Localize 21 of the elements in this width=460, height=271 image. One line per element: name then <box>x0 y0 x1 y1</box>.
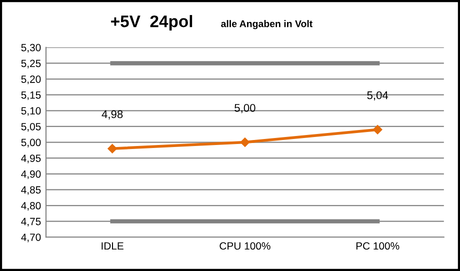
y-tick-label: 4,95 <box>21 154 41 164</box>
y-tick-label: 5,25 <box>21 60 41 68</box>
y-tick-label: 4,80 <box>21 202 41 211</box>
y-tick-label: 4,70 <box>21 234 41 242</box>
x-tick-label: CPU 100% <box>220 242 270 250</box>
chart-subtitle: alle Angaben in Volt <box>221 20 313 30</box>
y-tick-label: 4,90 <box>21 170 41 179</box>
x-tick-label: PC 100% <box>356 242 400 250</box>
y-tick-label: 5,20 <box>21 76 41 84</box>
chart-title: +5V 24pol <box>111 15 192 31</box>
data-label: 5,04 <box>367 91 388 100</box>
y-tick-label: 5,00 <box>21 138 41 148</box>
y-tick-label: 5,10 <box>21 107 41 116</box>
y-tick-label: 5,15 <box>21 91 41 100</box>
y-tick-label: 5,05 <box>21 122 41 132</box>
x-tick-label: IDLE <box>102 242 124 250</box>
y-tick-label: 4,75 <box>21 218 41 226</box>
data-label: 5,00 <box>234 104 256 114</box>
y-tick-label: 4,85 <box>21 186 41 195</box>
data-label: 4,98 <box>102 110 123 120</box>
y-tick-label: 5,30 <box>21 44 41 53</box>
